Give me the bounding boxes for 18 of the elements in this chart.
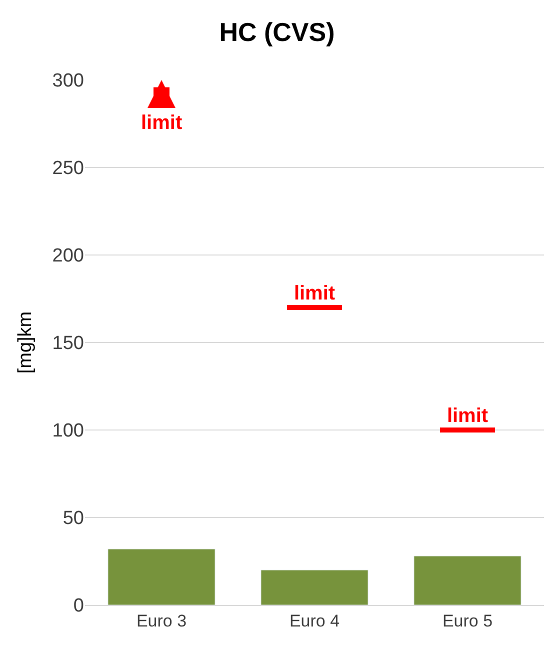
y-tick-label: 300: [52, 70, 84, 92]
annotation: limit: [141, 112, 182, 134]
x-tick-label: Euro 4: [289, 611, 340, 630]
ref-line-label: limit: [446, 405, 488, 427]
y-axis-title: [mg]km: [15, 311, 36, 374]
y-tick-label: 100: [52, 420, 84, 442]
ref-line-label: limit: [294, 282, 336, 304]
y-tick-label: 250: [52, 158, 84, 180]
y-tick-label: 0: [73, 596, 84, 617]
y-tick-label: 200: [52, 246, 84, 267]
y-tick-label: 50: [62, 508, 84, 530]
bar: [414, 556, 522, 605]
x-tick-label: Euro 5: [442, 611, 493, 630]
bar: [260, 570, 368, 605]
bar: [108, 548, 216, 605]
chart-title: HC (CVS): [219, 16, 335, 47]
x-tick-label: Euro 3: [136, 611, 187, 630]
y-tick-label: 150: [52, 333, 84, 354]
